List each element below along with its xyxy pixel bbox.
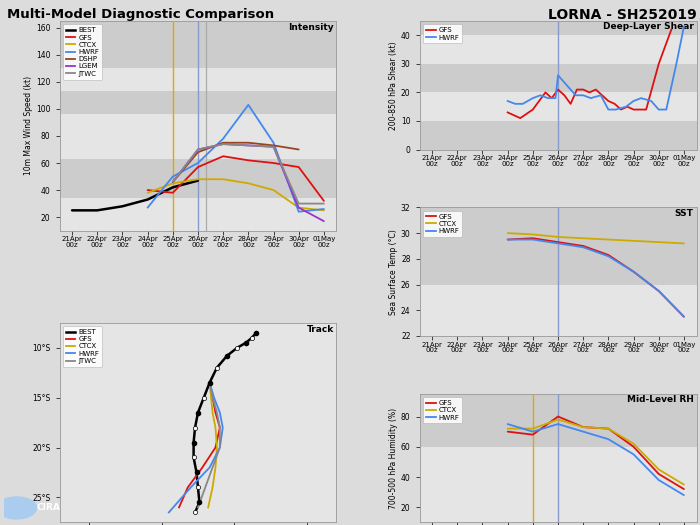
Legend: BEST, GFS, CTCX, HWRF, DSHP, LGEM, JTWC: BEST, GFS, CTCX, HWRF, DSHP, LGEM, JTWC: [63, 25, 102, 79]
Y-axis label: 10m Max Wind Speed (kt): 10m Max Wind Speed (kt): [25, 76, 33, 175]
Text: Multi-Model Diagnostic Comparison: Multi-Model Diagnostic Comparison: [7, 8, 274, 21]
Legend: GFS, CTCX, HWRF: GFS, CTCX, HWRF: [423, 397, 462, 423]
Bar: [60, 159, 337, 198]
Text: Intensity: Intensity: [288, 23, 334, 32]
Text: Mid-Level RH: Mid-Level RH: [627, 395, 694, 404]
Y-axis label: 700-500 hPa Humidity (%): 700-500 hPa Humidity (%): [389, 407, 398, 509]
Text: Track: Track: [307, 325, 334, 334]
Bar: [419, 21, 696, 35]
Bar: [419, 64, 696, 92]
Text: CIRA: CIRA: [36, 503, 60, 512]
Bar: [419, 207, 696, 285]
Legend: GFS, HWRF: GFS, HWRF: [423, 25, 462, 43]
Bar: [60, 21, 337, 68]
Legend: BEST, GFS, CTCX, HWRF, JTWC: BEST, GFS, CTCX, HWRF, JTWC: [63, 326, 102, 367]
Bar: [419, 207, 696, 336]
Text: SST: SST: [675, 209, 694, 218]
Circle shape: [0, 497, 36, 519]
Bar: [419, 21, 696, 150]
Y-axis label: 200-850 hPa Shear (kt): 200-850 hPa Shear (kt): [389, 41, 398, 130]
Legend: GFS, CTCX, HWRF: GFS, CTCX, HWRF: [423, 211, 462, 237]
Bar: [60, 21, 337, 230]
Bar: [419, 394, 696, 522]
Bar: [60, 91, 337, 114]
Text: Deep-Layer Shear: Deep-Layer Shear: [603, 22, 694, 32]
Text: LORNA - SH252019: LORNA - SH252019: [547, 8, 696, 22]
Y-axis label: Sea Surface Temp (°C): Sea Surface Temp (°C): [389, 229, 398, 314]
Bar: [419, 121, 696, 150]
Bar: [419, 394, 696, 447]
